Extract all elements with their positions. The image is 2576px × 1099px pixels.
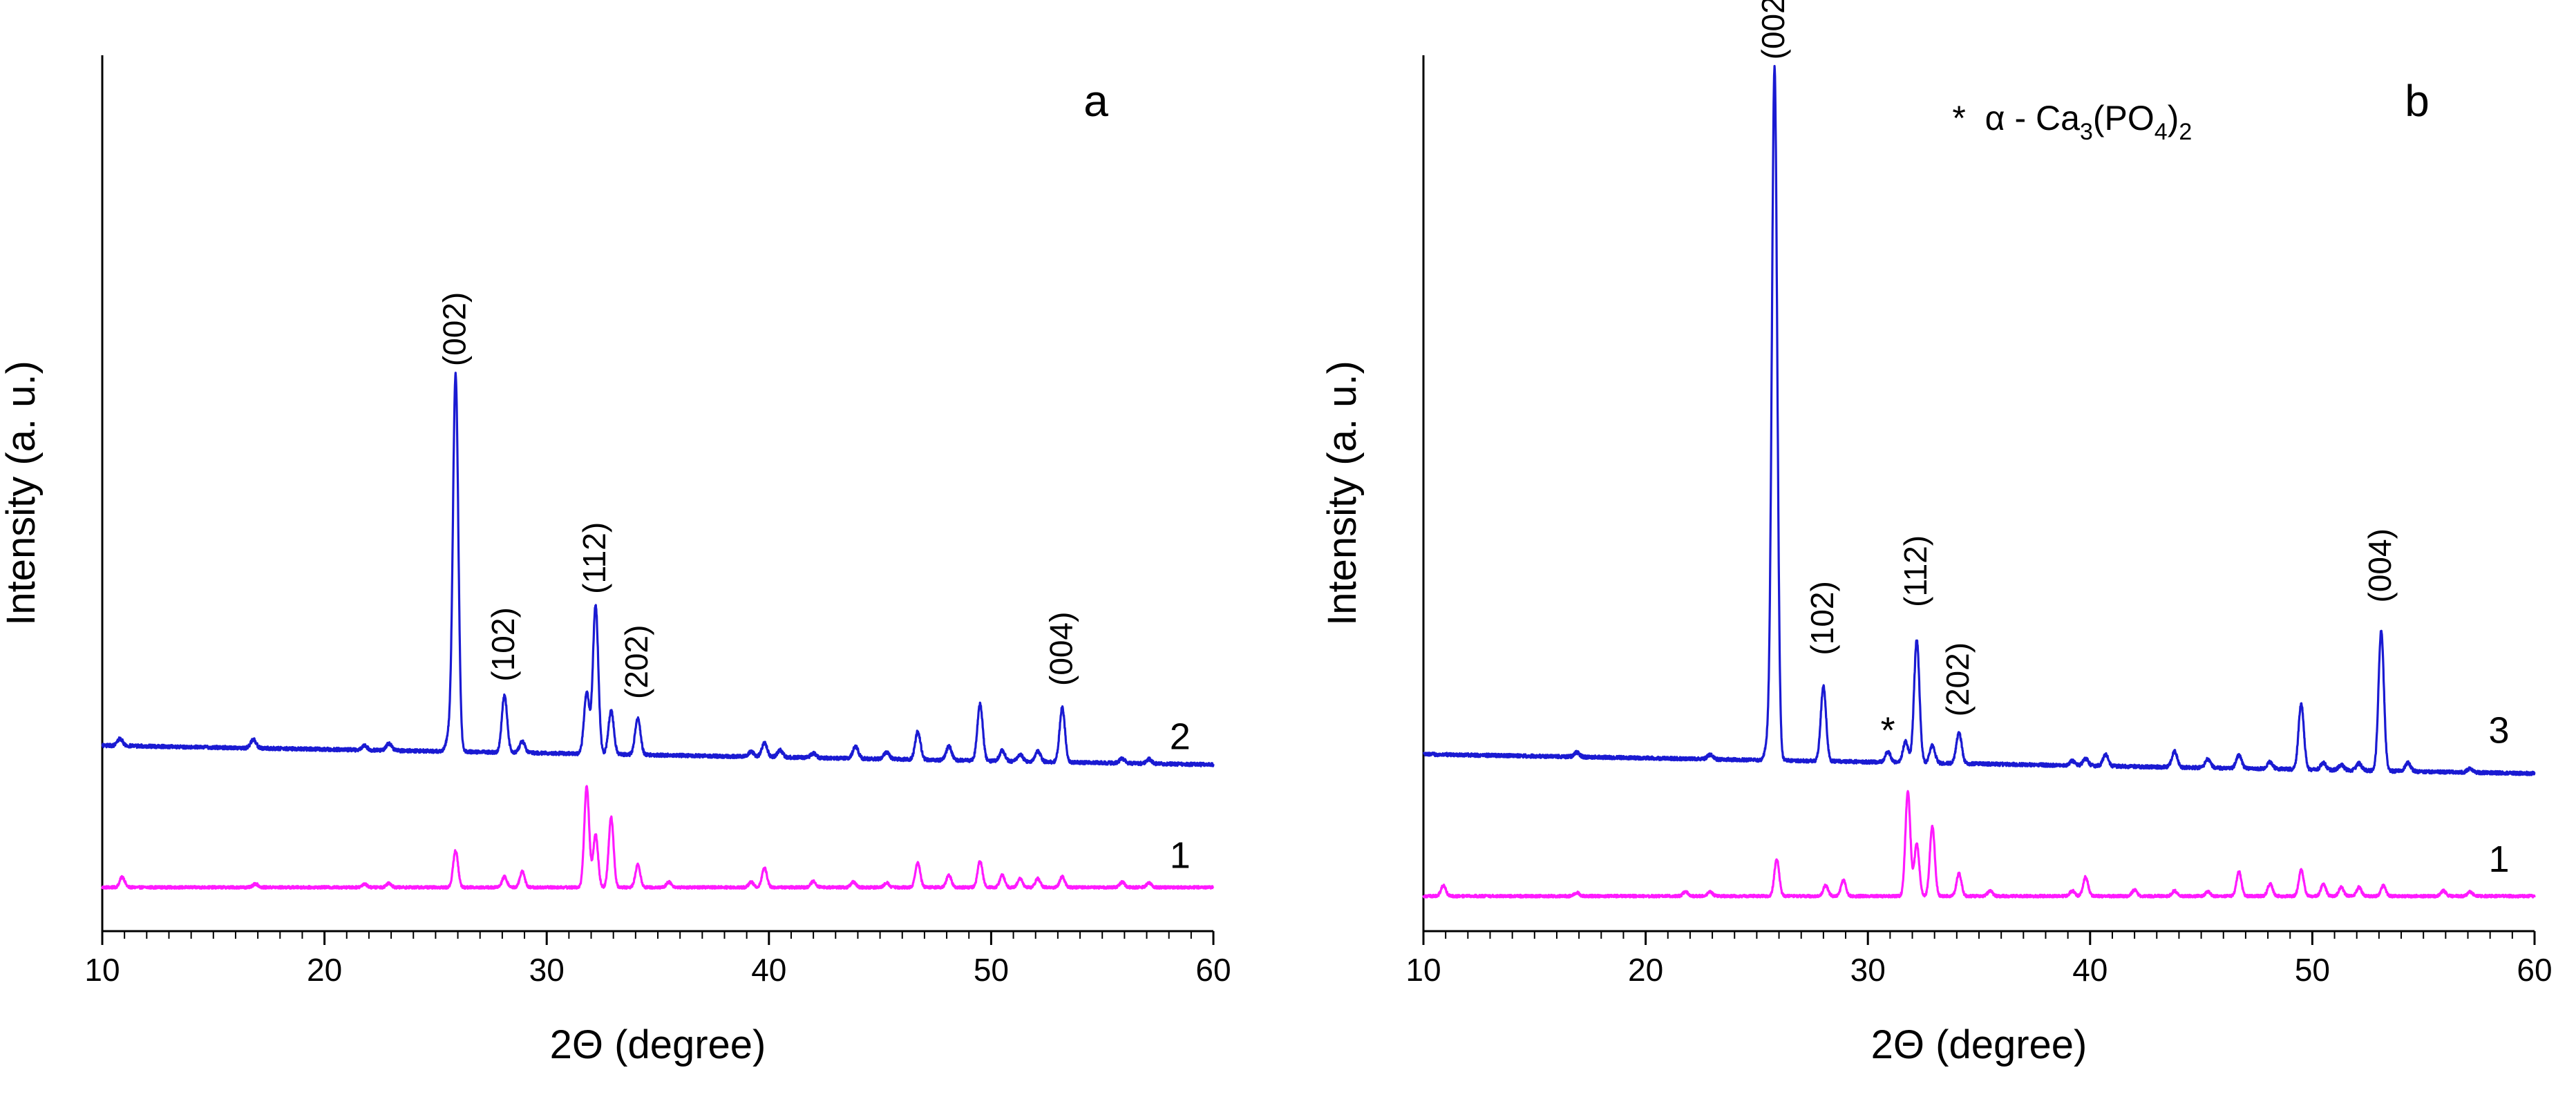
- phase-legend-part: 3: [2080, 119, 2093, 145]
- phase-legend-part: [1966, 99, 1985, 137]
- x-tick-label: 60: [1195, 952, 1231, 988]
- peak-label: (102): [485, 607, 521, 681]
- y-axis-title: Intensity (a. u.): [0, 361, 44, 626]
- series-line-1: [101, 785, 1215, 890]
- peak-label: (102): [1804, 581, 1840, 655]
- phase-marker: *: [1881, 709, 1895, 751]
- phase-legend-part: *: [1952, 99, 1965, 137]
- peak-label: (002): [436, 292, 472, 366]
- phase-legend-part: α - Ca: [1985, 99, 2080, 137]
- curve-label: 1: [2489, 839, 2510, 880]
- phase-legend-part: 2: [2179, 119, 2192, 145]
- x-tick-label: 20: [307, 952, 342, 988]
- x-tick-label: 20: [1628, 952, 1663, 988]
- x-tick-label: 10: [1405, 952, 1441, 988]
- y-axis-title: Intensity (a. u.): [1320, 361, 1365, 626]
- curve-label: 3: [2489, 709, 2510, 751]
- x-tick-label: 50: [2295, 952, 2330, 988]
- x-tick-label: 40: [751, 952, 786, 988]
- curve-label: 2: [1170, 716, 1191, 757]
- peak-label: (112): [576, 522, 612, 594]
- series-line-2: [101, 372, 1215, 767]
- curve-label: 1: [1170, 835, 1191, 877]
- phase-legend-part: (PO: [2093, 99, 2154, 137]
- panel-a-chart: 10 20 30 40 50 60 2Θ (degree) Intensity (a. u.)…: [0, 55, 1231, 1067]
- panel-b-chart: 10 20 30 40 50 60 2Θ (degree) Intensity (a. u.)…: [1320, 0, 2553, 1067]
- panel-label: b: [2405, 76, 2430, 126]
- x-axis-title: 2Θ (degree): [550, 1022, 766, 1067]
- peak-label: (112): [1897, 535, 1933, 607]
- x-tick-label: 40: [2072, 952, 2108, 988]
- peak-label: (202): [1940, 642, 1976, 716]
- peak-label: (202): [618, 625, 654, 699]
- phase-legend-part: 4: [2154, 119, 2168, 145]
- series-line-1: [1422, 790, 2536, 899]
- x-tick-label: 10: [84, 952, 120, 988]
- x-tick-label: 30: [1850, 952, 1886, 988]
- peak-label: (004): [2362, 528, 2398, 602]
- x-tick-label: 30: [529, 952, 565, 988]
- panel-label: a: [1083, 76, 1108, 126]
- x-axis-title: 2Θ (degree): [1871, 1022, 2087, 1067]
- phase-legend-part: ): [2168, 99, 2179, 137]
- peak-label: (004): [1043, 612, 1079, 686]
- x-tick-label: 60: [2517, 952, 2552, 988]
- series-line-3: [1422, 65, 2536, 776]
- peak-label: (002): [1755, 0, 1791, 59]
- phase-legend: * α - Ca3(PO4)2: [1952, 99, 2192, 145]
- x-tick-label: 50: [974, 952, 1009, 988]
